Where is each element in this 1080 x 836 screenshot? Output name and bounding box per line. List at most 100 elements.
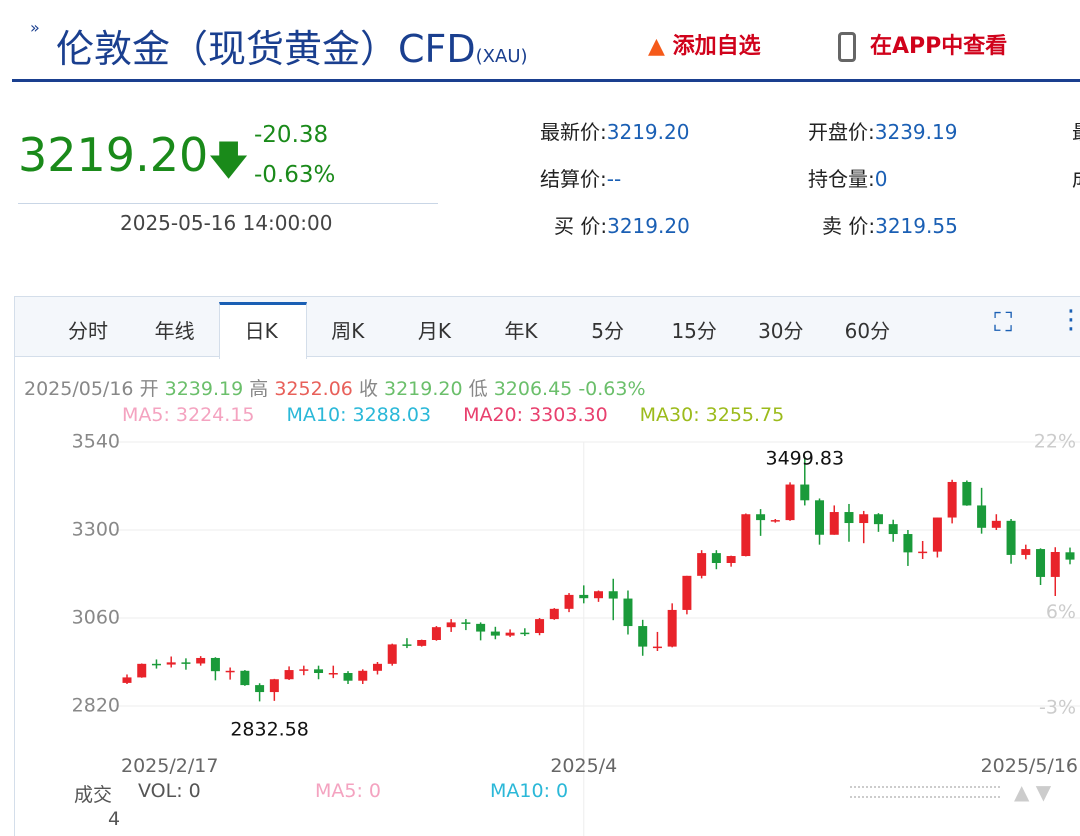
field: 成 [1072, 163, 1080, 192]
open-app[interactable]: 在APP中查看 [838, 28, 1007, 62]
candle-body [991, 520, 1001, 528]
ma-label: MA20: 3303.30 [463, 404, 608, 426]
candle-body [343, 673, 353, 681]
vol-label: 成交 [74, 784, 113, 806]
candle-body [549, 608, 559, 620]
code: (XAU) [475, 46, 528, 67]
info-value: 3206.45 [493, 378, 573, 400]
candle-body [1065, 552, 1075, 560]
info-value: 3219.20 [384, 378, 463, 400]
field-label: 卖 价: [822, 214, 876, 238]
candle-body [932, 517, 942, 552]
candle-body [446, 622, 456, 628]
candle-body [181, 662, 191, 664]
zoom-icons[interactable]: ▲ ▼ [1014, 780, 1052, 804]
active-tab-bg [219, 302, 307, 359]
x-tick-label: 2025/5/16 [981, 755, 1078, 777]
price: 3219.20 [18, 128, 209, 182]
field: 最新价:3219.20 [540, 116, 689, 145]
down-arrow: 🡇 [208, 138, 250, 184]
candle-body [697, 553, 707, 576]
vol-scale: 4 [108, 808, 121, 830]
x-tick-label: 2025/4 [550, 755, 617, 777]
scrollbar[interactable] [850, 786, 1000, 798]
ma-label: MA5: 3224.15 [122, 404, 255, 426]
candle-body [829, 512, 839, 535]
y2-tick-label: -3% [1039, 697, 1076, 719]
field: 最 [1072, 116, 1080, 145]
info-label: 高 [249, 378, 269, 400]
candle-body [402, 644, 412, 646]
candle-body [682, 575, 692, 610]
y2-tick-label: 22% [1034, 431, 1076, 453]
candle-body [520, 632, 530, 635]
y-tick-label: 3060 [72, 607, 120, 629]
field-label: 开盘价: [808, 120, 875, 144]
fullscreen-icon[interactable]: ⛶ [994, 308, 1013, 338]
candle-body [476, 623, 486, 632]
candle-body [284, 670, 294, 680]
field-label: 最 [1072, 120, 1080, 144]
info-label: 低 [468, 378, 488, 400]
candle-body [785, 484, 795, 521]
candle-body [888, 524, 898, 535]
more-icon[interactable]: ⋮ [1058, 305, 1080, 335]
y-tick-label: 3300 [72, 519, 120, 541]
candle-body [151, 663, 161, 666]
ma-label: MA10: 3288.03 [286, 404, 432, 426]
tab[interactable]: 年线 [154, 319, 195, 343]
field: 卖 价:3219.55 [822, 210, 958, 239]
candle-body [726, 556, 736, 563]
icon: » [30, 18, 40, 37]
tab[interactable]: 30分 [758, 319, 804, 343]
field-value: 3219.55 [875, 214, 958, 238]
candle-body [711, 553, 721, 563]
candle-body [1006, 520, 1016, 555]
vol: VOL: 0 [138, 780, 201, 802]
candle-body [756, 514, 766, 521]
field-value: -- [606, 167, 622, 191]
candle-body [372, 663, 382, 671]
candle-body [962, 481, 972, 506]
candle-body [387, 644, 397, 664]
tab[interactable]: 15分 [671, 319, 717, 343]
field: 持仓量:0 [808, 163, 887, 192]
candle-body [358, 670, 368, 681]
add-watch-text: 添加自选 [672, 34, 761, 59]
info-date: 2025/05/16 [24, 378, 134, 400]
candle-body [490, 631, 500, 636]
candle-body [1021, 549, 1031, 555]
candle-body [299, 669, 309, 671]
candle-body [770, 520, 780, 522]
tab[interactable]: 60分 [844, 319, 891, 343]
tab[interactable]: 分时 [68, 319, 108, 343]
field: 开盘价:3239.19 [808, 116, 957, 145]
tab[interactable]: 5分 [591, 319, 624, 343]
vol-ma10: MA10: 0 [490, 780, 569, 802]
candle-body [461, 622, 471, 624]
ma-label: MA30: 3255.75 [639, 404, 785, 426]
y-tick-label: 3540 [72, 431, 120, 453]
field: 买 价:3219.20 [554, 210, 690, 239]
tab[interactable]: 年K [504, 319, 538, 343]
title-text: 伦敦金（现货黄金）CFD [56, 27, 476, 71]
ma-legend: MA5: 3224.15 MA10: 3288.03 MA20: 3303.30 MA… [122, 404, 816, 426]
candle-body [137, 663, 147, 678]
candle-body [977, 505, 987, 528]
candle-body [859, 514, 869, 524]
candle-body [623, 598, 633, 627]
divider [18, 203, 438, 204]
tab[interactable]: 月K [417, 319, 451, 343]
tab[interactable]: 日K [244, 319, 278, 343]
candle-body [240, 670, 250, 686]
border [14, 296, 15, 836]
x-tick-label: 2025/2/17 [121, 755, 218, 777]
time: 2025-05-16 14:00:00 [120, 211, 333, 235]
change: -20.38 [254, 122, 329, 148]
field: 结算价:-- [540, 163, 621, 192]
candle-body [210, 657, 220, 672]
candle-body [328, 673, 338, 675]
candle-body [196, 657, 206, 664]
tab[interactable]: 周K [331, 319, 365, 343]
add-watch[interactable]: ▲ 添加自选 [648, 34, 761, 59]
